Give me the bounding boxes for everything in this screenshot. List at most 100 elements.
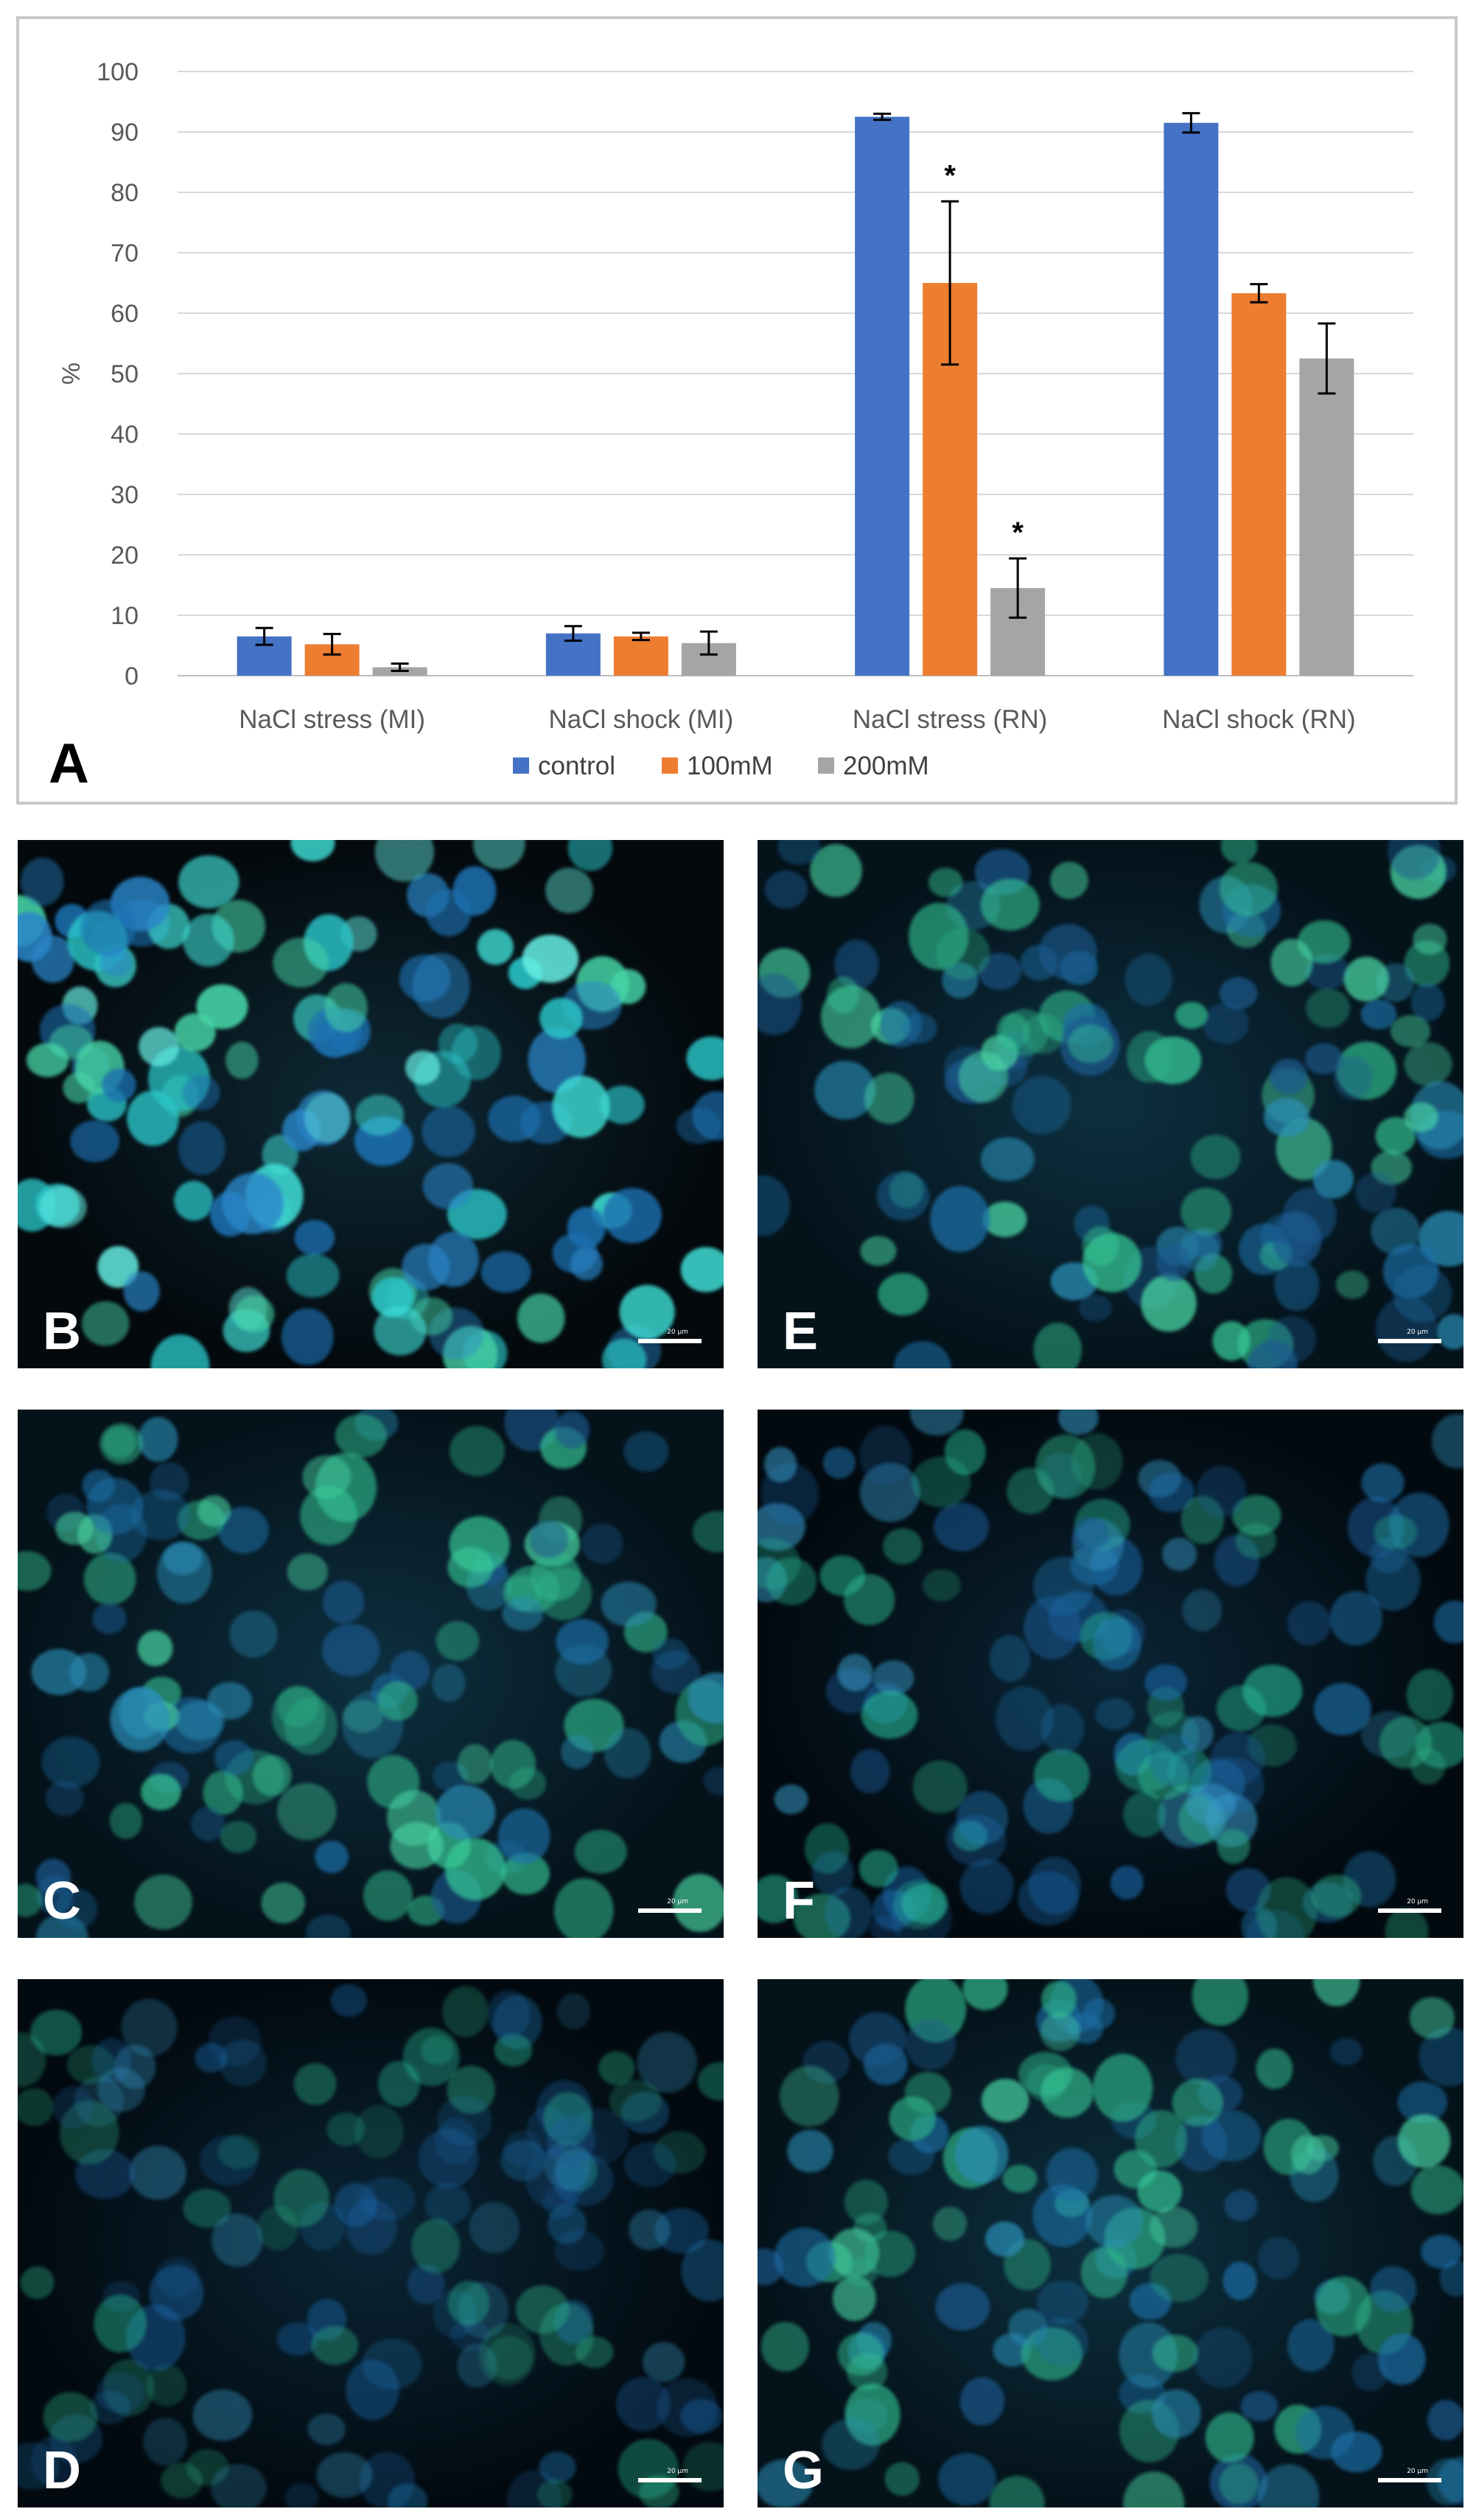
cell-nucleus [1354,1172,1397,1213]
cell-nucleus [35,1858,71,1895]
cell-nucleus [528,1027,586,1093]
cell-nucleus [219,2039,267,2087]
cell-nucleus [324,983,368,1032]
cell-nucleus [330,1984,368,2017]
panel-label-d: D [43,2441,81,2500]
cell-nucleus [1240,2391,1279,2422]
cell-nucleus [902,1012,937,1044]
cell-nucleus [294,1219,335,1256]
y-tick-label: 0 [125,662,139,690]
cell-nucleus [447,2281,490,2325]
cell-nucleus [1152,2334,1199,2373]
cell-nucleus [758,2459,814,2507]
cell-nucleus [989,1634,1031,1682]
cell-nucleus [774,2227,836,2287]
cell-nucleus [1404,1102,1438,1133]
chart-panel: 0 10 20 30 40 50 60 70 80 90 100% NaCl stress (MI) N… [16,16,1458,805]
cell-nucleus [86,1477,144,1535]
significance-marker: * [1012,517,1024,549]
micrograph-b-cells [18,840,724,1368]
micrograph-c-cells [18,1410,724,1938]
cell-nucleus [130,1489,190,1541]
cell-nucleus [1058,1410,1099,1435]
cell-nucleus [1040,2012,1080,2051]
cell-nucleus [1263,1098,1310,1137]
cell-nucleus [388,2483,428,2507]
cell-nucleus [412,953,470,1019]
cell-nucleus [861,1690,918,1739]
cell-nucleus [1182,1589,1223,1631]
cell-nucleus [923,1569,961,1602]
cell-nucleus [422,1105,475,1158]
cell-nucleus [686,1036,724,1081]
y-tick-label: 40 [111,421,139,449]
cell-nucleus [1137,2170,1183,2213]
cell-nucleus [110,1687,169,1752]
cell-nucleus [553,1877,614,1938]
cell-nucleus [150,1334,210,1368]
cell-nucleus [1431,1413,1463,1469]
cell-nucleus [102,1068,136,1102]
cell-nucleus [211,2463,267,2507]
panel-label-b: B [43,1302,81,1361]
cell-nucleus [619,1284,675,1340]
x-tick-label: NaCl shock (RN) [1162,705,1356,734]
cell-nucleus [1406,1668,1453,1721]
cell-nucleus [422,1163,474,1209]
cell-nucleus [825,1886,872,1938]
cell-nucleus [1287,1600,1332,1645]
cell-nucleus [502,1596,544,1631]
cell-nucleus [1333,1056,1372,1100]
cell-nucleus [1211,1732,1265,1785]
cell-nucleus [435,1785,496,1841]
cell-nucleus [576,2336,614,2368]
cell-nucleus [354,2104,404,2159]
cell-nucleus [424,2183,471,2225]
cell-nucleus [982,1201,1027,1237]
cell-nucleus [277,1782,337,1841]
bar-control [855,116,910,676]
cell-nucleus [822,2418,881,2471]
cell-nucleus [637,2031,697,2093]
cell-nucleus [884,2462,920,2496]
cell-nucleus [18,911,52,962]
cell-nucleus [271,1686,326,1746]
cell-nucleus [18,2088,55,2127]
cell-nucleus [252,1754,292,1796]
cell-nucleus [1397,2114,1451,2169]
cell-nucleus [623,1431,669,1472]
cell-nucleus [80,899,136,956]
cell-nucleus [411,2219,461,2273]
cell-nucleus [281,1308,334,1365]
cell-nucleus [473,840,525,870]
cell-nucleus [810,844,862,897]
cell-nucleus [1001,1009,1049,1057]
cell-nucleus [1152,2389,1201,2438]
cell-nucleus [1200,2110,1262,2162]
cell-nucleus [1035,2317,1089,2366]
cell-nucleus [883,1528,923,1564]
cell-nucleus [109,1802,142,1839]
cell-nucleus [102,1427,136,1459]
cell-nucleus [346,2359,399,2421]
micrograph-g: 20 µm G [758,1979,1463,2507]
cell-nucleus [1122,2471,1185,2507]
cell-nucleus [41,1736,100,1789]
cell-nucleus [780,2065,839,2127]
cell-nucleus [374,840,435,882]
cell-nucleus [192,2389,253,2441]
cell-nucleus [1375,1116,1416,1155]
cell-nucleus [1314,1683,1371,1736]
micrograph-f: 20 µm F [758,1410,1463,1938]
cell-nucleus [1219,2463,1259,2505]
cell-nucleus [1135,2110,1187,2168]
cell-nucleus [1149,1472,1195,1513]
legend-label-200mM: 200mM [843,752,929,780]
y-tick-label: 50 [111,360,139,388]
cell-nucleus [39,1186,87,1228]
cell-nucleus [892,1879,945,1930]
scale-bar [1378,1908,1441,1913]
cell-nucleus [995,1686,1054,1751]
cell-nucleus [1095,1698,1134,1730]
cell-nucleus [1315,2276,1371,2337]
